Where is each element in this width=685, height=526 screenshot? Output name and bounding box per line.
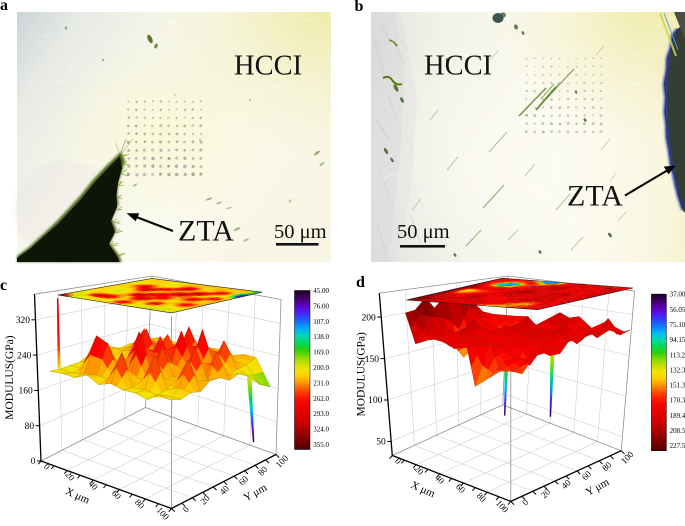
svg-text:MODULUS(GPa): MODULUS(GPa): [4, 335, 16, 420]
svg-text:293.0: 293.0: [313, 410, 329, 418]
svg-text:150: 150: [365, 355, 380, 365]
svg-text:132.3: 132.3: [670, 366, 685, 374]
svg-text:227.5: 227.5: [670, 442, 685, 450]
svg-text:0: 0: [393, 456, 404, 466]
svg-text:0: 0: [520, 497, 531, 508]
svg-text:ZTA: ZTA: [178, 215, 234, 248]
svg-text:50 μm: 50 μm: [274, 221, 327, 243]
svg-text:200: 200: [361, 313, 376, 323]
svg-text:138.0: 138.0: [313, 333, 329, 341]
svg-text:a: a: [0, 0, 8, 14]
svg-text:231.0: 231.0: [313, 379, 329, 387]
svg-text:262.0: 262.0: [313, 395, 329, 403]
svg-text:76.00: 76.00: [313, 303, 329, 311]
svg-text:94.15: 94.15: [670, 336, 685, 344]
svg-text:355.0: 355.0: [313, 441, 329, 449]
svg-text:189.4: 189.4: [670, 412, 685, 420]
svg-text:320: 320: [16, 316, 31, 326]
svg-text:200.0: 200.0: [313, 364, 329, 372]
svg-text:b: b: [355, 0, 364, 15]
svg-text:75.10: 75.10: [670, 321, 685, 329]
svg-text:50 μm: 50 μm: [397, 221, 450, 243]
svg-text:37.00: 37.00: [670, 291, 685, 299]
svg-text:324.0: 324.0: [313, 426, 329, 434]
svg-text:0: 0: [42, 462, 53, 472]
svg-text:HCCI: HCCI: [234, 51, 302, 82]
svg-text:MODULUS(GPa): MODULUS(GPa): [355, 332, 367, 417]
svg-text:151.3: 151.3: [670, 382, 685, 390]
svg-text:0: 0: [31, 457, 36, 467]
svg-text:56.05: 56.05: [670, 306, 685, 314]
svg-text:170.3: 170.3: [670, 397, 685, 405]
svg-text:80: 80: [25, 422, 35, 432]
svg-text:ZTA: ZTA: [567, 180, 623, 213]
svg-text:100: 100: [368, 396, 383, 406]
svg-text:160: 160: [18, 387, 33, 397]
svg-text:d: d: [356, 274, 365, 291]
svg-text:HCCI: HCCI: [424, 51, 492, 82]
svg-text:50: 50: [376, 438, 386, 448]
svg-text:169.0: 169.0: [313, 349, 329, 357]
svg-text:113.2: 113.2: [670, 351, 685, 359]
svg-text:107.0: 107.0: [313, 318, 329, 326]
svg-text:240: 240: [17, 351, 32, 361]
svg-text:208.5: 208.5: [670, 427, 685, 435]
svg-text:0: 0: [181, 504, 192, 515]
svg-text:c: c: [0, 277, 7, 294]
svg-text:45.00: 45.00: [313, 287, 329, 295]
